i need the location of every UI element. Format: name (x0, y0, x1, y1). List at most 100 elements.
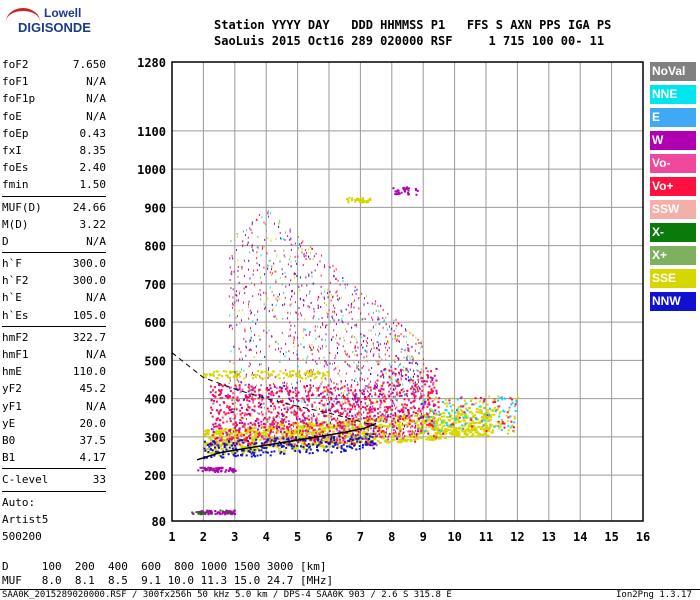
echo-point (269, 373, 272, 376)
echo-point (358, 200, 361, 203)
echo-point (364, 440, 367, 443)
echo-point (354, 414, 356, 417)
echo-point (395, 374, 397, 377)
echo-point (219, 419, 222, 422)
echo-point (219, 409, 222, 412)
echo-point (391, 327, 393, 330)
echo-point (366, 415, 369, 418)
echo-point (404, 423, 406, 426)
echo-point (361, 446, 364, 449)
echo-point (335, 277, 337, 280)
echo-point (288, 335, 290, 338)
echo-point (398, 425, 401, 428)
echo-point (259, 338, 261, 341)
echo-point (398, 432, 401, 435)
echo-point (479, 397, 482, 399)
echo-point (479, 428, 483, 430)
echo-point (215, 444, 218, 447)
echo-point (339, 283, 341, 286)
echo-point (444, 409, 447, 412)
echo-point (348, 432, 352, 435)
echo-point (257, 397, 260, 400)
echo-point (336, 447, 339, 450)
echo-point (417, 383, 419, 385)
echo-point (474, 402, 477, 405)
echo-point (311, 372, 314, 375)
echo-point (222, 452, 226, 455)
echo-point (315, 396, 317, 399)
echo-point (247, 241, 249, 244)
echo-point (266, 387, 269, 389)
echo-point (283, 292, 285, 294)
echo-point (273, 385, 276, 388)
echo-point (419, 414, 423, 417)
echo-point (402, 419, 406, 422)
echo-point (330, 407, 332, 410)
echo-point (382, 381, 385, 384)
echo-point (270, 392, 273, 395)
echo-point (366, 424, 369, 427)
echo-point (351, 293, 353, 296)
x-tick-label: 7 (357, 530, 364, 544)
echo-point (225, 431, 228, 434)
echo-point (457, 434, 461, 437)
echo-point (443, 421, 447, 424)
echo-point (396, 406, 398, 409)
echo-point (346, 363, 348, 366)
echo-point (229, 417, 232, 420)
echo-point (489, 425, 493, 428)
echo-point (362, 444, 364, 447)
echo-point (339, 413, 342, 416)
echo-point (386, 409, 389, 412)
echo-point (381, 396, 384, 399)
echo-point (424, 402, 427, 405)
echo-point (473, 427, 476, 430)
echo-point (308, 371, 310, 374)
echo-point (413, 382, 415, 385)
param-value: N/A (86, 348, 106, 361)
echo-point (351, 420, 353, 423)
echo-point (407, 409, 409, 411)
echo-point (329, 441, 331, 444)
echo-point (486, 427, 489, 430)
echo-point (327, 449, 330, 452)
echo-point (265, 412, 267, 415)
echo-point (275, 270, 277, 273)
echo-point (316, 372, 319, 375)
echo-point (404, 425, 405, 428)
echo-point (317, 413, 320, 416)
echo-point (422, 402, 424, 405)
echo-point (274, 348, 276, 351)
echo-point (396, 189, 399, 192)
echo-point (466, 427, 470, 430)
echo-point (383, 409, 385, 412)
echo-point (498, 427, 501, 430)
echo-point (325, 386, 328, 389)
echo-point (214, 391, 217, 394)
echo-point (302, 415, 305, 418)
echo-point (282, 238, 284, 240)
echo-point (217, 374, 220, 377)
divider (2, 490, 106, 492)
echo-point (274, 370, 276, 373)
echo-point (354, 347, 356, 350)
echo-point (206, 448, 210, 451)
echo-point (357, 383, 359, 386)
echo-point (317, 348, 319, 351)
echo-point (455, 427, 459, 430)
echo-point (291, 430, 292, 433)
echo-point (413, 438, 417, 441)
echo-point (290, 433, 294, 436)
echo-point (249, 431, 252, 434)
echo-point (449, 405, 452, 408)
echo-point (439, 436, 443, 438)
echo-point (409, 430, 412, 433)
echo-point (367, 438, 370, 440)
echo-point (258, 418, 260, 421)
echo-point (293, 336, 295, 339)
echo-point (327, 315, 329, 318)
echo-point (232, 303, 234, 306)
echo-point (445, 416, 449, 419)
echo-point (257, 369, 260, 372)
echo-point (418, 388, 421, 391)
